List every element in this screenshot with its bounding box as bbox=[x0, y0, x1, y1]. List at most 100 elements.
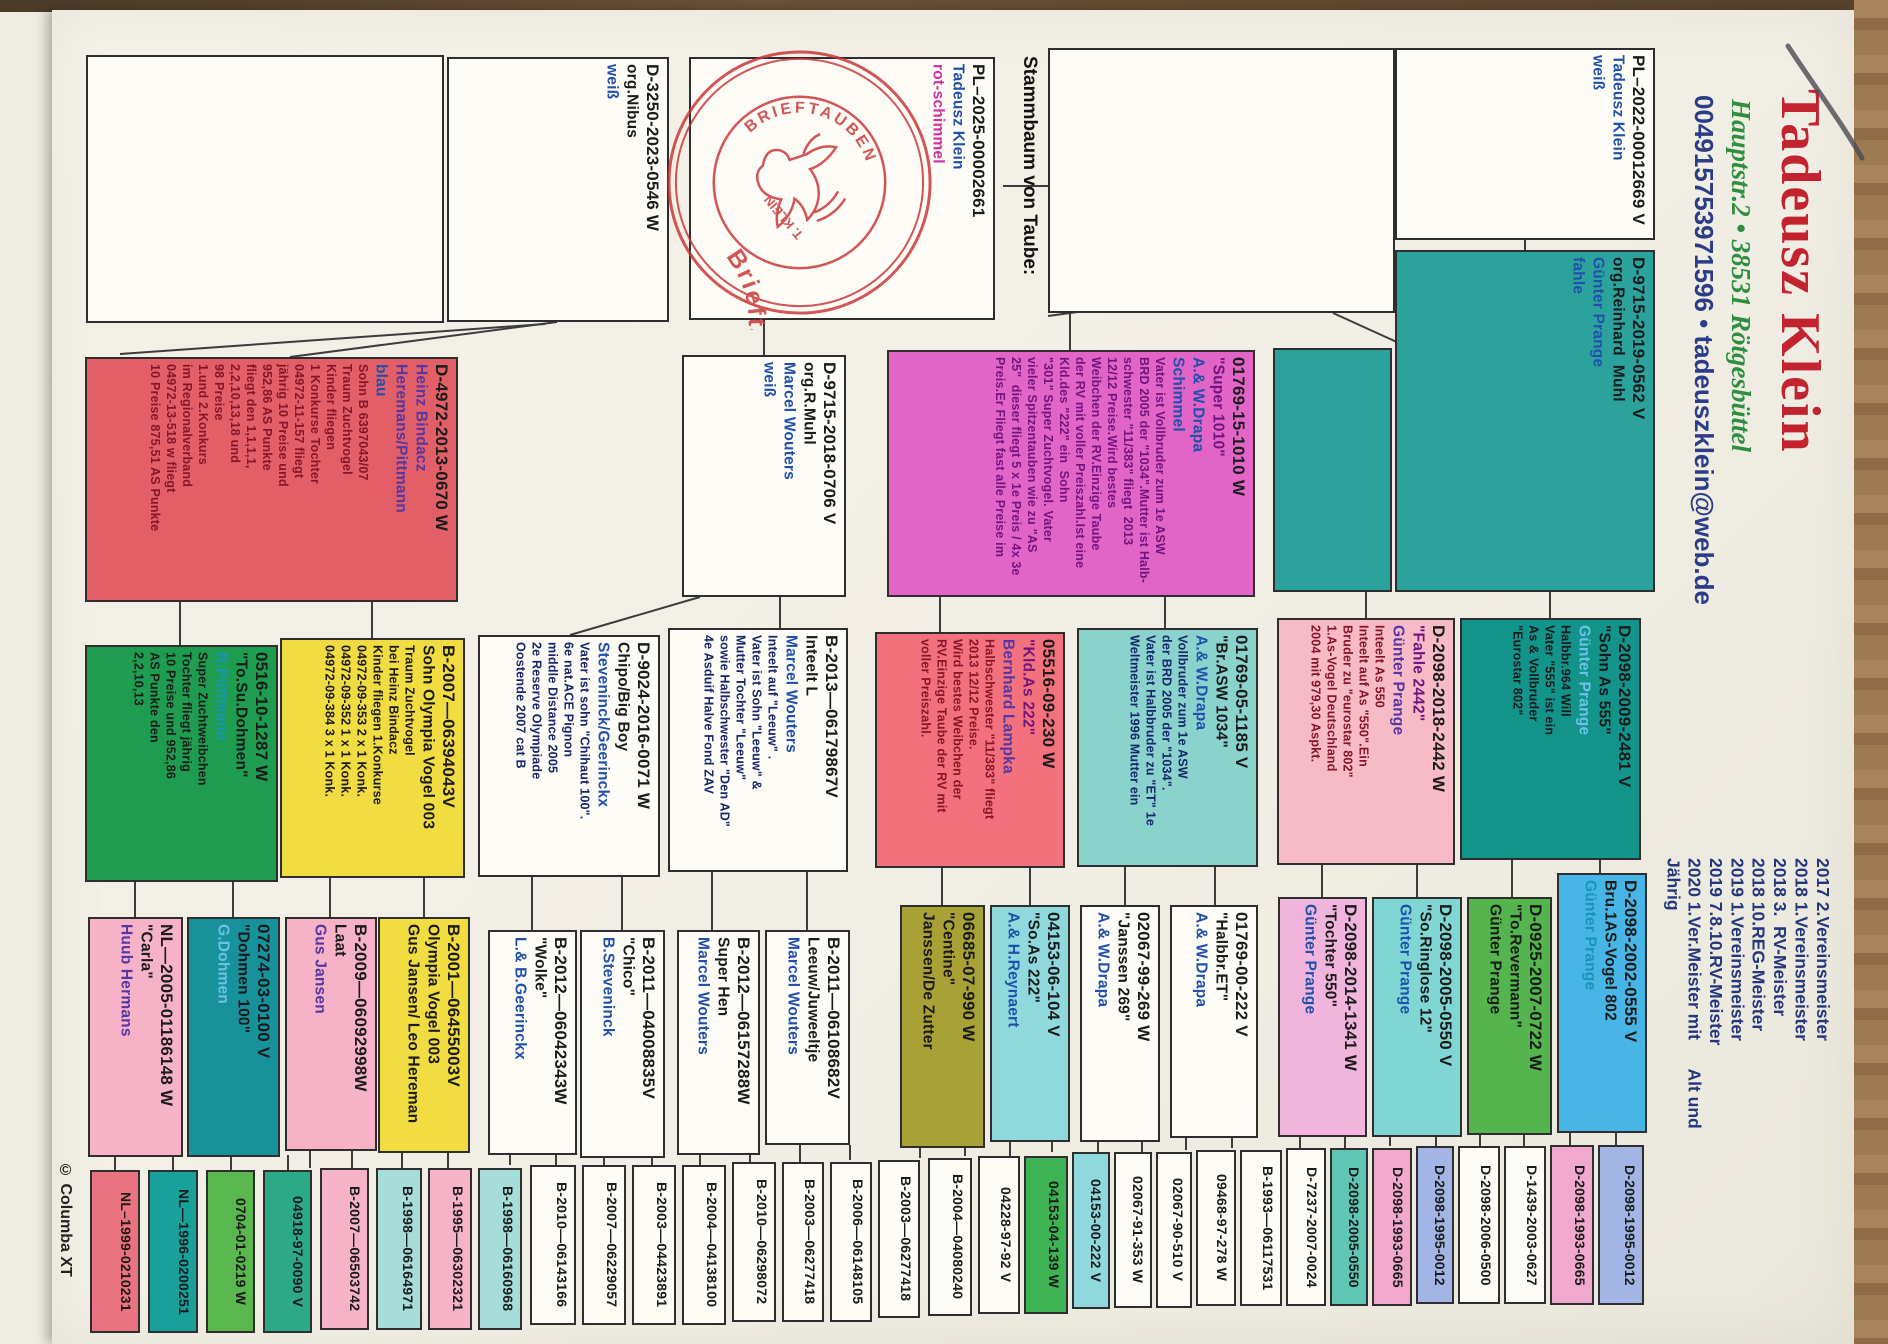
box-line: Gus Jansen/ Leo Hereman bbox=[404, 924, 422, 1124]
ancestor-strip-26: D-2098-2005-0550 bbox=[1330, 1148, 1368, 1306]
pedigree-box-bindacz: D-4972-2013-0670 W Heinz Bindacz Heremans/… bbox=[85, 357, 458, 602]
box-text: D-2098-1995-0012 bbox=[1600, 1147, 1642, 1303]
achievements-list: 2017 2.Vereinsmeister 2018 1.Vereinsmeist… bbox=[1662, 858, 1832, 1258]
box-line: 04918-97-0090 V bbox=[290, 1195, 306, 1308]
box-line: Günter Prange bbox=[1486, 904, 1504, 1015]
box-line: "To.Su.Dohmen" bbox=[232, 652, 250, 778]
box-line: "Centine" bbox=[939, 912, 957, 986]
box-line: middle Distance 2005 bbox=[545, 642, 560, 774]
box-line: "Eurostar 802" bbox=[1510, 625, 1525, 716]
pedigree-box-leeuw-juweeltje: B-2011—06108682V Leeuw/Juweeltje Marcel Wo… bbox=[765, 930, 850, 1145]
table-wood-right-edge bbox=[1854, 0, 1888, 1344]
box-line: D-2098-1995-0012 bbox=[1622, 1164, 1638, 1286]
box-line: org.Nibus bbox=[623, 64, 641, 139]
ancestor-strip-29: D-2098-2006-0500 bbox=[1458, 1146, 1500, 1304]
ring-number: B-2001—06455003V bbox=[444, 924, 463, 1087]
box-text: B-2012—06042343W "Wolke" L.& B.Geerinckx bbox=[490, 932, 575, 1153]
box-line: Janssen/De Zutter bbox=[919, 912, 937, 1050]
pedigree-box-sohnolympia: B-2007—06394043V Sohn Olympia Vogel 003 Tr… bbox=[280, 638, 465, 878]
box-line: B-2003—04423891 bbox=[654, 1182, 670, 1308]
box-line: Inteelt auf "Leeuw" . bbox=[765, 635, 780, 760]
box-line: 0704-01-0219 W bbox=[233, 1197, 249, 1306]
box-line: 04972-11-157 fliegt bbox=[291, 364, 306, 479]
owner-contact: 004915753971596 • tadeuszklein@web.de bbox=[1689, 95, 1719, 605]
pedigree-box-soringlose12: D-2098-2005-0550 V "So.Ringlose 12" Günter… bbox=[1372, 897, 1462, 1137]
box-text: B-2010—06298072 bbox=[734, 1164, 774, 1320]
box-text: B-2011—06108682V Leeuw/Juweeltje Marcel Wo… bbox=[767, 932, 848, 1143]
box-line: 02067-91-353 W bbox=[1130, 1176, 1146, 1284]
box-line: Steveninck/Geerinckx bbox=[594, 642, 612, 808]
ring-number: D-2098-2009-2481 V bbox=[1615, 625, 1634, 788]
box-line: A.& W.Drapa bbox=[1189, 357, 1207, 453]
box-line: "Janssen 269" bbox=[1114, 912, 1132, 1022]
box-text: D-2098-1993-0665 bbox=[1552, 1147, 1592, 1303]
box-line: Marcel Wouters bbox=[782, 635, 800, 753]
ring-number: 06685-07-990 W bbox=[959, 912, 978, 1042]
box-line: Schimmel bbox=[1169, 357, 1187, 432]
ring-number: 01769-15-1010 W bbox=[1229, 357, 1248, 497]
box-line: NL—1996-0200251 bbox=[176, 1188, 192, 1315]
box-line: 02067-90-510 V bbox=[1170, 1178, 1186, 1282]
box-line: schwester "11/383" fliegt 2013 bbox=[1120, 357, 1135, 546]
achievement-line: 2018 10.REG-Meister bbox=[1748, 858, 1769, 1032]
box-line: "Sohn As 555" bbox=[1595, 625, 1613, 735]
box-line: Sohn B 6397043/07 bbox=[355, 364, 370, 481]
ring-number: D-2098-2014-1341 W bbox=[1341, 904, 1360, 1072]
box-line: Kld.des "222" ein Sohn bbox=[1056, 357, 1071, 503]
ancestor-strip-25: D-7237-2007-0024 bbox=[1286, 1148, 1326, 1306]
box-line: Heremans/Pittmann bbox=[392, 364, 410, 513]
box-line: B-2006—06148105 bbox=[850, 1179, 866, 1305]
box-text: D-7237-2007-0024 bbox=[1288, 1150, 1324, 1304]
ancestor-strip-27: D-2098-1993-0665 bbox=[1372, 1148, 1412, 1306]
ring-number: D-4972-2013-0670 W bbox=[432, 364, 451, 532]
ancestor-strip-5: B-2007—06503742 bbox=[320, 1168, 369, 1330]
pedigree-box-olympia003: B-2001—06455003V Olympia Vogel 003 Gus Jan… bbox=[378, 917, 470, 1153]
box-text: PL–2025-00002661 Tadeusz Klein rot-schimme… bbox=[691, 59, 993, 318]
ancestor-strip-14: B-2003—06277418 bbox=[782, 1162, 824, 1322]
box-line: Traum Zuchtvogel bbox=[402, 645, 417, 756]
box-line: 4e Asduif Halve Fond ZAV bbox=[701, 635, 716, 794]
box-text: NL—2005-01186148 W "Carla" Huub Hermans bbox=[90, 919, 181, 1155]
ring-number: D-9024-2016-0071 W bbox=[634, 642, 653, 810]
box-line: Huub Hermans bbox=[117, 924, 135, 1037]
box-line: "Fahle 2442" bbox=[1409, 625, 1427, 722]
box-line: 1.und 2.Konkurs bbox=[195, 364, 210, 465]
box-line: 04153-04-139 W bbox=[1046, 1181, 1062, 1289]
box-line: Olympia Vogel 003 bbox=[424, 924, 442, 1065]
box-line: Chipo/Big Boy bbox=[614, 642, 632, 752]
box-line: bei Heinz Bindacz bbox=[386, 645, 401, 755]
box-line: As & Vollbruder bbox=[1526, 625, 1541, 722]
box-text: B-2011—04008835V "Chico" B.Steveninck bbox=[582, 932, 663, 1156]
box-line: 6e nat.ACE Pignon bbox=[561, 642, 576, 758]
box-line: Vater ist Vollbruder zum 1e ASW bbox=[1152, 357, 1167, 555]
box-line: Günter Prange bbox=[1301, 904, 1319, 1015]
ring-number: 07274-03-0100 V bbox=[254, 924, 273, 1059]
box-text: 06685-07-990 W "Centine" Janssen/De Zutter bbox=[902, 907, 983, 1146]
pedigree-box-subject: PL–2022-00012669 V Tadeusz Klein weiß bbox=[1395, 48, 1655, 240]
box-line: B-1995—06302321 bbox=[450, 1186, 466, 1312]
box-text: B-1998—06164971 bbox=[378, 1170, 420, 1328]
ancestor-strip-32: D-2098-1995-0012 bbox=[1598, 1145, 1644, 1305]
pedigree-box-pl2025: PL–2025-00002661 Tadeusz Klein rot-schimme… bbox=[689, 57, 995, 320]
box-line: Preis.Er Fliegt fast alle Preise im bbox=[992, 357, 1007, 558]
box-line: B-2004—04138100 bbox=[704, 1182, 720, 1308]
box-text: D-1439-2003-0627 bbox=[1506, 1148, 1544, 1302]
ring-number: 01769-05-1185 V bbox=[1232, 635, 1251, 769]
box-line: A.& W.Drapa bbox=[1192, 912, 1210, 1008]
table-wood-top-edge bbox=[0, 0, 1888, 12]
ancestor-strip-3: 0704-01-0219 W bbox=[206, 1170, 255, 1333]
box-text: D-0925-2007-0722 W "To.Revermann" Günter P… bbox=[1469, 899, 1550, 1133]
box-text: D-2098-2009-2481 V "Sohn As 555" Günter Pr… bbox=[1462, 620, 1639, 858]
box-line: 2e Reserve Olympiade bbox=[529, 642, 544, 780]
box-line: "Wolke" bbox=[531, 937, 549, 999]
ring-number: B-2012—06042343W bbox=[551, 937, 570, 1105]
box-text: B-2003—06277418 bbox=[880, 1162, 918, 1316]
ancestor-strip-18: 04228-97-92 V bbox=[978, 1156, 1020, 1314]
box-line: Traum Zuchtvogel bbox=[339, 364, 354, 475]
pedigree-box-chipo: D-9024-2016-0071 W Chipo/Big Boy Steveninc… bbox=[478, 635, 660, 877]
ancestor-strip-12: B-2004—04138100 bbox=[682, 1165, 726, 1325]
box-text: B-2004—04138100 bbox=[684, 1167, 724, 1323]
